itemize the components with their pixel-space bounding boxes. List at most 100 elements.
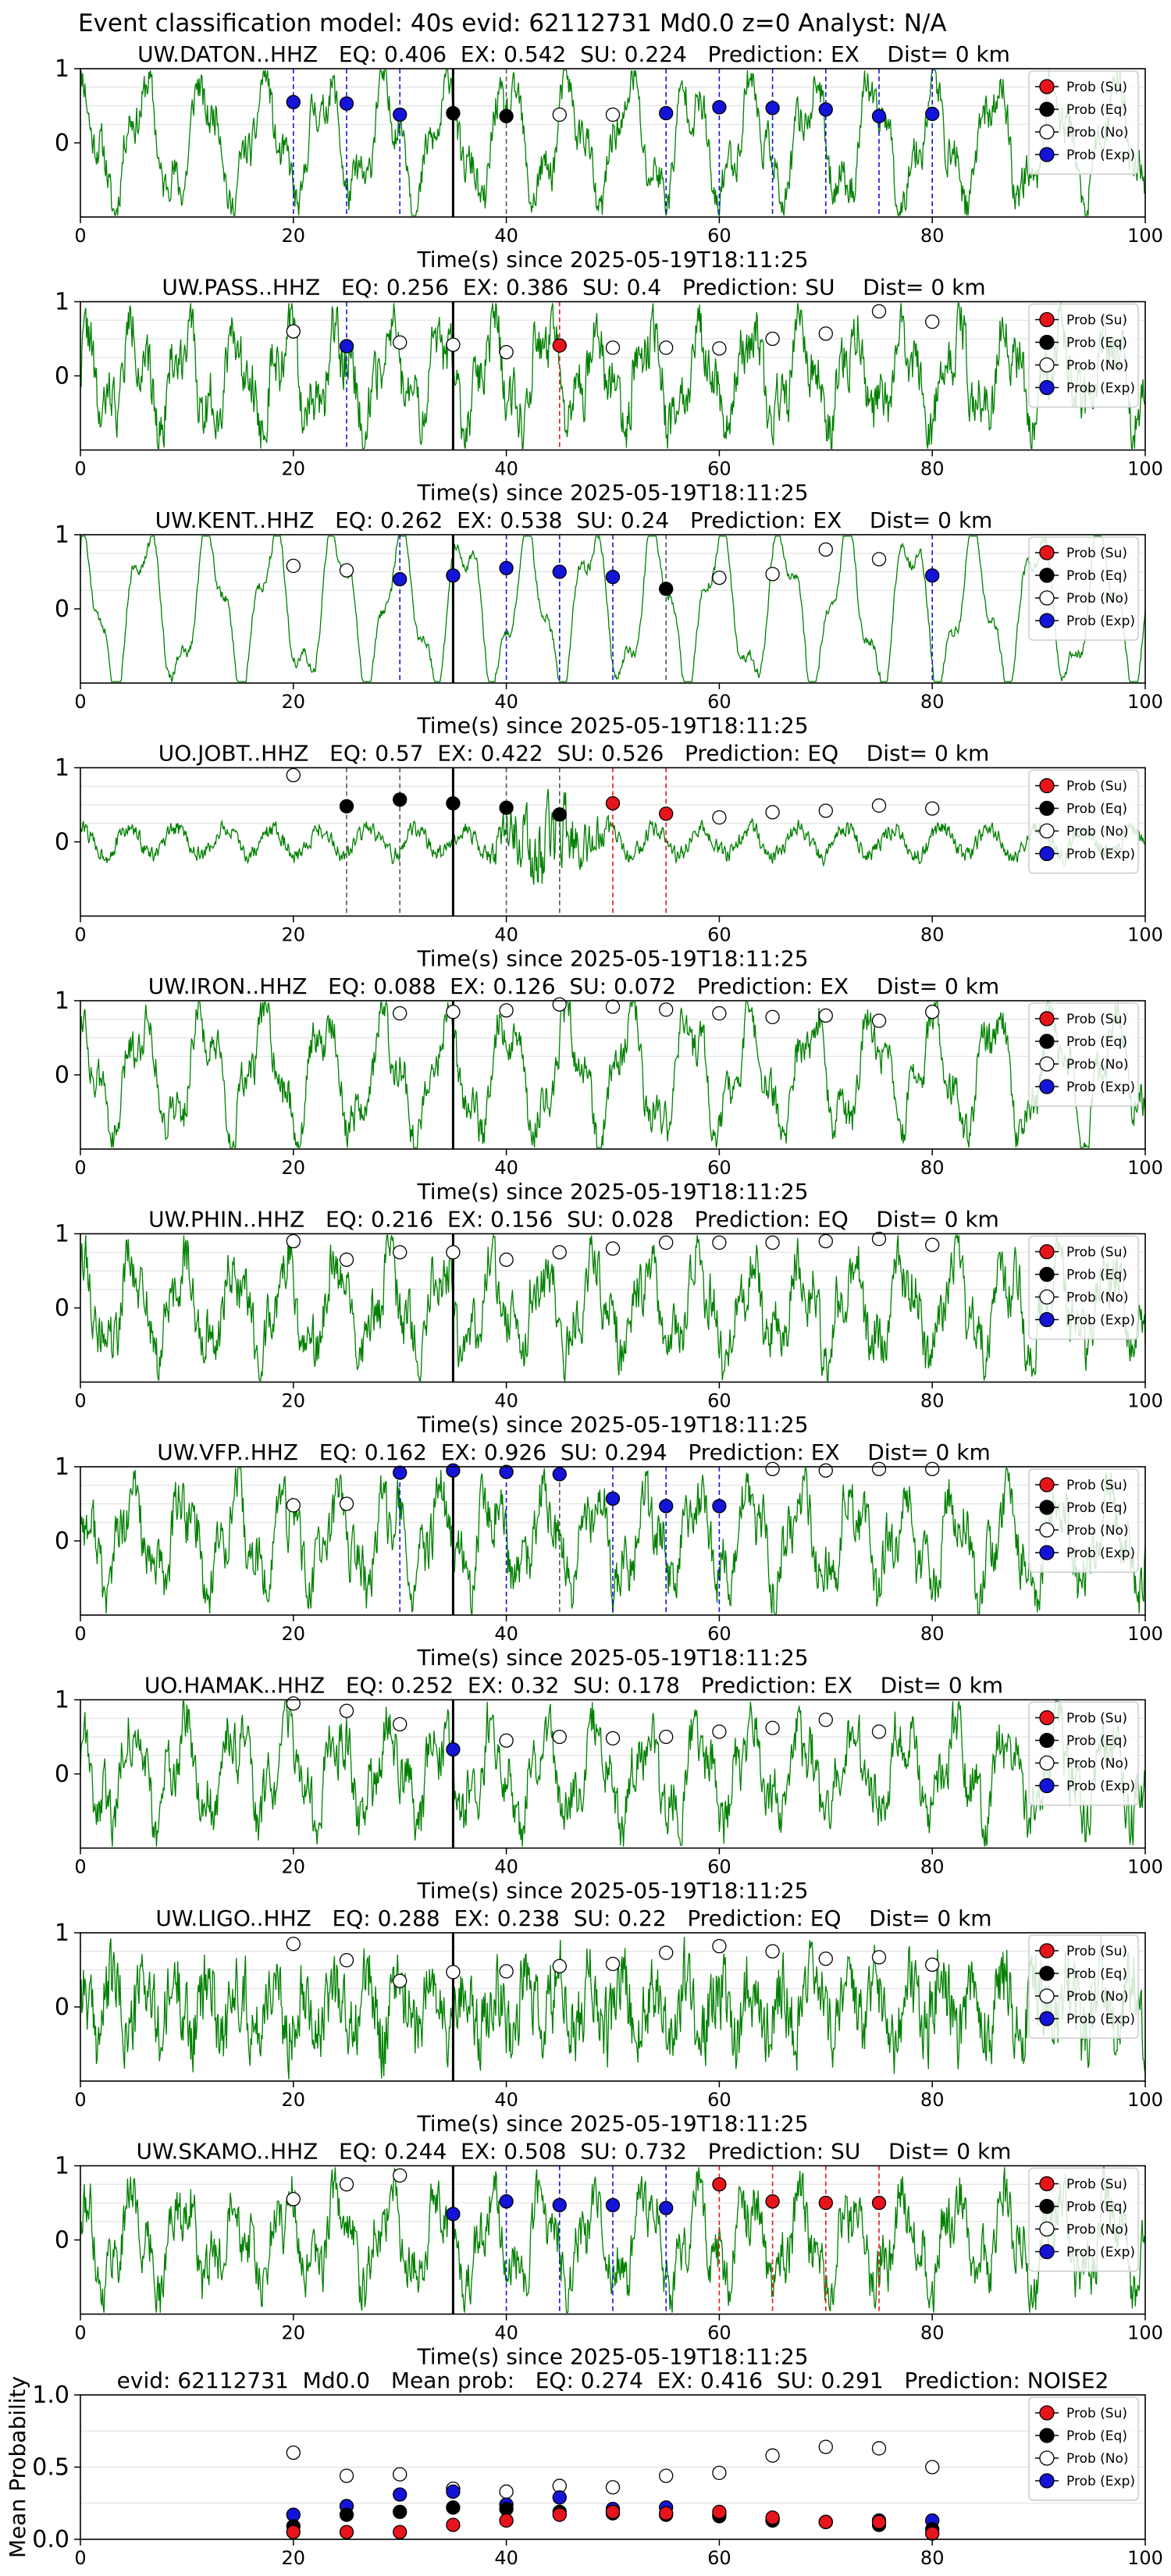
seismogram-trace xyxy=(80,301,1146,450)
legend-marker-exp xyxy=(1039,2473,1055,2489)
prob-marker-no xyxy=(712,1006,727,1021)
y-tick-label: 0 xyxy=(55,1062,69,1089)
prob-marker-no xyxy=(393,1006,408,1021)
x-tick-label: 20 xyxy=(282,2547,306,2569)
legend-marker-su xyxy=(1039,311,1055,328)
panel-title: UW.DATON..HHZ EQ: 0.406 EX: 0.542 SU: 0.… xyxy=(137,41,1010,67)
mean-prob-point-eq xyxy=(446,2500,461,2515)
prob-marker-eq xyxy=(393,792,408,807)
prob-marker-exp xyxy=(605,1491,621,1506)
prob-marker-no xyxy=(393,335,408,350)
mean-prob-point-no xyxy=(605,2480,621,2495)
x-tick-label: 40 xyxy=(494,2547,518,2569)
prob-marker-no xyxy=(393,2168,408,2183)
prob-marker-exp xyxy=(393,571,408,587)
legend-box xyxy=(1028,1468,1139,1573)
prob-marker-no xyxy=(552,1245,567,1260)
prob-marker-no xyxy=(659,1945,674,1960)
x-tick-label: 20 xyxy=(282,1856,306,1878)
prob-marker-no xyxy=(499,1003,514,1018)
legend-label-su: Prob (Su) xyxy=(1066,779,1127,795)
prob-marker-exp xyxy=(499,1464,514,1479)
prob-marker-no xyxy=(605,999,621,1014)
seismogram-trace xyxy=(80,1233,1146,1382)
prob-marker-su xyxy=(765,2194,780,2209)
prob-marker-no xyxy=(765,1009,780,1025)
mean-prob-point-su xyxy=(286,2524,301,2539)
legend-label-exp: Prob (Exp) xyxy=(1066,1779,1135,1795)
prob-marker-no xyxy=(765,805,780,820)
legend-marker-eq xyxy=(1039,2198,1055,2215)
x-tick-label: 60 xyxy=(707,2089,731,2111)
y-tick-label: 0 xyxy=(55,1295,69,1322)
legend-marker-su xyxy=(1039,777,1055,794)
y-tick-label: 1 xyxy=(55,1221,69,1248)
prob-marker-exp xyxy=(871,109,887,123)
seismogram-trace xyxy=(80,534,1146,684)
mean-prob-point-no xyxy=(393,2467,408,2482)
seismogram-trace xyxy=(80,1468,1146,1614)
prob-marker-no xyxy=(552,107,567,123)
legend-marker-eq xyxy=(1039,1266,1055,1283)
x-tick-label: 80 xyxy=(920,1390,945,1412)
legend-box xyxy=(1028,769,1139,874)
prob-marker-no xyxy=(339,1496,354,1511)
summary-title: evid: 62112731 Md0.0 Mean prob: EQ: 0.27… xyxy=(117,2368,1109,2393)
x-tick-label: 0 xyxy=(74,1390,86,1412)
x-tick-label: 40 xyxy=(494,1157,518,1179)
x-axis-label: Time(s) since 2025-05-19T18:11:25 xyxy=(416,2344,808,2370)
legend-label-eq: Prob (Eq) xyxy=(1066,802,1127,817)
prob-marker-exp xyxy=(659,105,674,121)
prob-marker-no xyxy=(765,1720,780,1735)
legend-marker-eq xyxy=(1039,1966,1055,1981)
mean-prob-point-no xyxy=(712,2465,727,2481)
prob-marker-no xyxy=(552,1729,567,1745)
legend-label-exp: Prob (Exp) xyxy=(1066,381,1135,397)
legend-label-su: Prob (Su) xyxy=(1066,1012,1127,1027)
x-tick-label: 20 xyxy=(282,458,306,480)
x-tick-label: 100 xyxy=(1127,458,1163,480)
prob-marker-no xyxy=(871,1950,887,1965)
prob-marker-exp xyxy=(499,2194,514,2209)
prob-marker-no xyxy=(818,1233,833,1249)
prob-marker-no xyxy=(818,326,833,341)
prob-marker-no xyxy=(499,344,514,360)
legend-marker-no xyxy=(1039,1522,1055,1538)
prob-marker-no xyxy=(659,340,674,355)
x-tick-label: 40 xyxy=(494,924,518,946)
legend-label-su: Prob (Su) xyxy=(1066,1944,1127,1959)
prob-marker-no xyxy=(499,1964,514,1979)
prob-marker-exp xyxy=(818,102,833,117)
legend-label-exp: Prob (Exp) xyxy=(1066,2012,1135,2027)
prob-marker-eq xyxy=(446,105,461,121)
prob-marker-eq xyxy=(339,799,354,814)
legend-label-eq: Prob (Eq) xyxy=(1066,2428,1127,2444)
legend-marker-su xyxy=(1039,1477,1055,1493)
prob-marker-no xyxy=(871,1232,887,1247)
legend-marker-no xyxy=(1039,2221,1055,2237)
legend-marker-eq xyxy=(1039,101,1055,117)
prob-marker-su xyxy=(659,806,674,821)
prob-marker-eq xyxy=(499,109,514,123)
prob-marker-no xyxy=(871,552,887,567)
mean-prob-point-no xyxy=(925,2460,940,2475)
legend-marker-su xyxy=(1039,79,1055,94)
legend-label-su: Prob (Su) xyxy=(1066,313,1127,329)
seismogram-trace xyxy=(80,69,1146,217)
prob-marker-exp xyxy=(712,1499,727,1514)
prob-marker-no xyxy=(286,2192,301,2207)
legend-label-eq: Prob (Eq) xyxy=(1066,1034,1127,1050)
x-tick-label: 20 xyxy=(282,1390,306,1412)
legend-box xyxy=(1028,2396,1139,2501)
prob-marker-exp xyxy=(605,2197,621,2213)
x-tick-label: 100 xyxy=(1127,924,1163,946)
x-tick-label: 60 xyxy=(707,1623,731,1645)
legend-marker-no xyxy=(1039,2450,1055,2466)
legend-marker-exp xyxy=(1039,1777,1055,1794)
x-tick-label: 80 xyxy=(920,458,945,480)
legend-label-eq: Prob (Eq) xyxy=(1066,336,1127,351)
prob-marker-no xyxy=(446,1965,461,1980)
seismogram-trace xyxy=(80,1001,1146,1148)
